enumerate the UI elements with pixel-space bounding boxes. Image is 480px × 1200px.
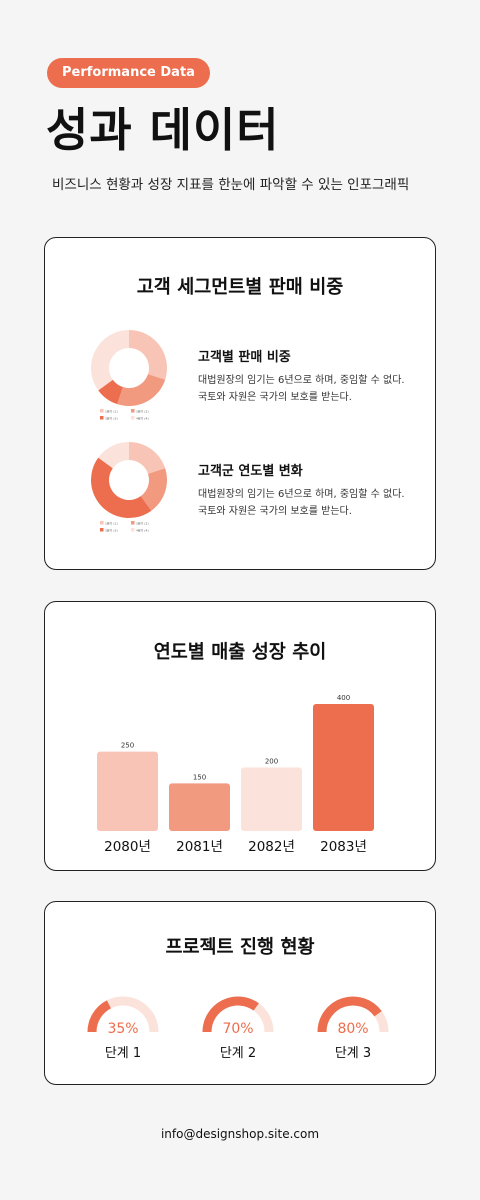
progress-card-title: 프로젝트 진행 현황 <box>165 937 315 958</box>
revenue-bar-chart: 250 150 200 400 <box>97 694 374 831</box>
legend-swatch <box>131 521 135 525</box>
progress-gauge: 70% <box>202 996 274 1037</box>
donut-slice <box>91 330 129 391</box>
donut-slice <box>140 468 167 511</box>
gauge-stage-label: 단계 3 <box>334 1046 372 1061</box>
progress-card: 프로젝트 진행 현황 35% 단계 1 70% 단계 2 80% 단계 3 <box>44 901 436 1085</box>
donut-slice <box>117 374 166 406</box>
gauge-fill <box>202 996 259 1033</box>
bar-value-label: 150 <box>193 773 206 781</box>
donut-slice <box>91 457 152 518</box>
gauge-fill <box>87 1000 112 1033</box>
donut-slice <box>129 330 167 380</box>
legend-label: 4분기 (4) <box>136 416 149 421</box>
revenue-card: 연도별 매출 성장 추이 250 150 200 400 2080년 2081년 2082… <box>44 601 436 871</box>
gauge-stage-label: 단계 1 <box>104 1046 142 1061</box>
gauge-value-label: 80% <box>337 1021 368 1037</box>
segment-desc-line: 국토와 자원은 국가의 보호를 받는다. <box>198 506 352 517</box>
progress-gauge: 35% <box>87 996 159 1037</box>
legend-swatch <box>100 409 104 413</box>
page-title: 성과 데이터 <box>46 103 280 157</box>
gauge-value-label: 70% <box>222 1021 253 1037</box>
segment-description: 대법원장의 임기는 6년으로 하며, 중임할 수 없다. 국토와 자원은 국가의… <box>198 486 428 520</box>
gauge-fill <box>317 996 382 1033</box>
progress-gauge: 80% <box>317 996 389 1037</box>
segment-desc-line: 국토와 자원은 국가의 보호를 받는다. <box>198 392 352 403</box>
bar-category-label: 2080년 <box>104 839 151 855</box>
legend-swatch <box>100 416 104 420</box>
donut-slice <box>98 379 123 405</box>
legend-label: 2분기 (2) <box>136 409 149 414</box>
revenue-card-title: 연도별 매출 성장 추이 <box>153 642 327 663</box>
legend-label: 1분기 (1) <box>105 521 118 526</box>
legend-swatch <box>100 528 104 532</box>
donut-slice <box>98 442 129 469</box>
legend-label: 4분기 (4) <box>136 528 149 533</box>
legend-swatch <box>100 521 104 525</box>
bar-value-label: 400 <box>337 694 350 702</box>
legend-label: 2분기 (2) <box>136 521 149 526</box>
page-subtitle: 비즈니스 현황과 성장 지표를 한눈에 파악할 수 있는 인포그래픽 <box>52 177 410 193</box>
bar <box>241 767 302 831</box>
bar-value-label: 250 <box>121 742 134 750</box>
footer-email[interactable]: info@designshop.site.com <box>160 1127 320 1141</box>
bar-value-label: 200 <box>265 758 278 766</box>
bar-category-label: 2083년 <box>320 839 367 855</box>
gauge-value-label: 35% <box>107 1021 138 1037</box>
segment-desc-line: 대법원장의 임기는 6년으로 하며, 중임할 수 없다. <box>198 375 405 386</box>
bar-category-label: 2081년 <box>176 839 223 855</box>
bar <box>97 751 158 831</box>
segment-desc-line: 대법원장의 임기는 6년으로 하며, 중임할 수 없다. <box>198 489 405 500</box>
legend-label: 3분기 (3) <box>105 528 118 533</box>
segments-card-title: 고객 세그먼트별 판매 비중 <box>136 277 344 298</box>
donut-chart-yearly-change: 1분기 (1) 2분기 (2) 3분기 (3) 4분기 (4) <box>91 442 167 533</box>
donut-chart-sales-share: 1분기 (1) 2분기 (2) 3분기 (3) 4분기 (4) <box>91 330 167 421</box>
segment-description: 대법원장의 임기는 6년으로 하며, 중임할 수 없다. 국토와 자원은 국가의… <box>198 372 428 406</box>
segment-heading: 고객군 연도별 변화 <box>198 464 303 479</box>
bar-category-label: 2082년 <box>248 839 295 855</box>
bar <box>313 704 374 831</box>
legend-label: 1분기 (1) <box>105 409 118 414</box>
header-tag: Performance Data <box>47 58 210 88</box>
bar <box>169 783 230 831</box>
legend-swatch <box>131 528 135 532</box>
donut-slice <box>129 442 166 474</box>
legend-label: 3분기 (3) <box>105 416 118 421</box>
gauge-stage-label: 단계 2 <box>219 1046 257 1061</box>
segments-card: 고객 세그먼트별 판매 비중 1분기 (1) 2분기 (2) 3분기 (3) 4분기 … <box>44 237 436 570</box>
segment-heading: 고객별 판매 비중 <box>198 350 291 365</box>
legend-swatch <box>131 409 135 413</box>
legend-swatch <box>131 416 135 420</box>
